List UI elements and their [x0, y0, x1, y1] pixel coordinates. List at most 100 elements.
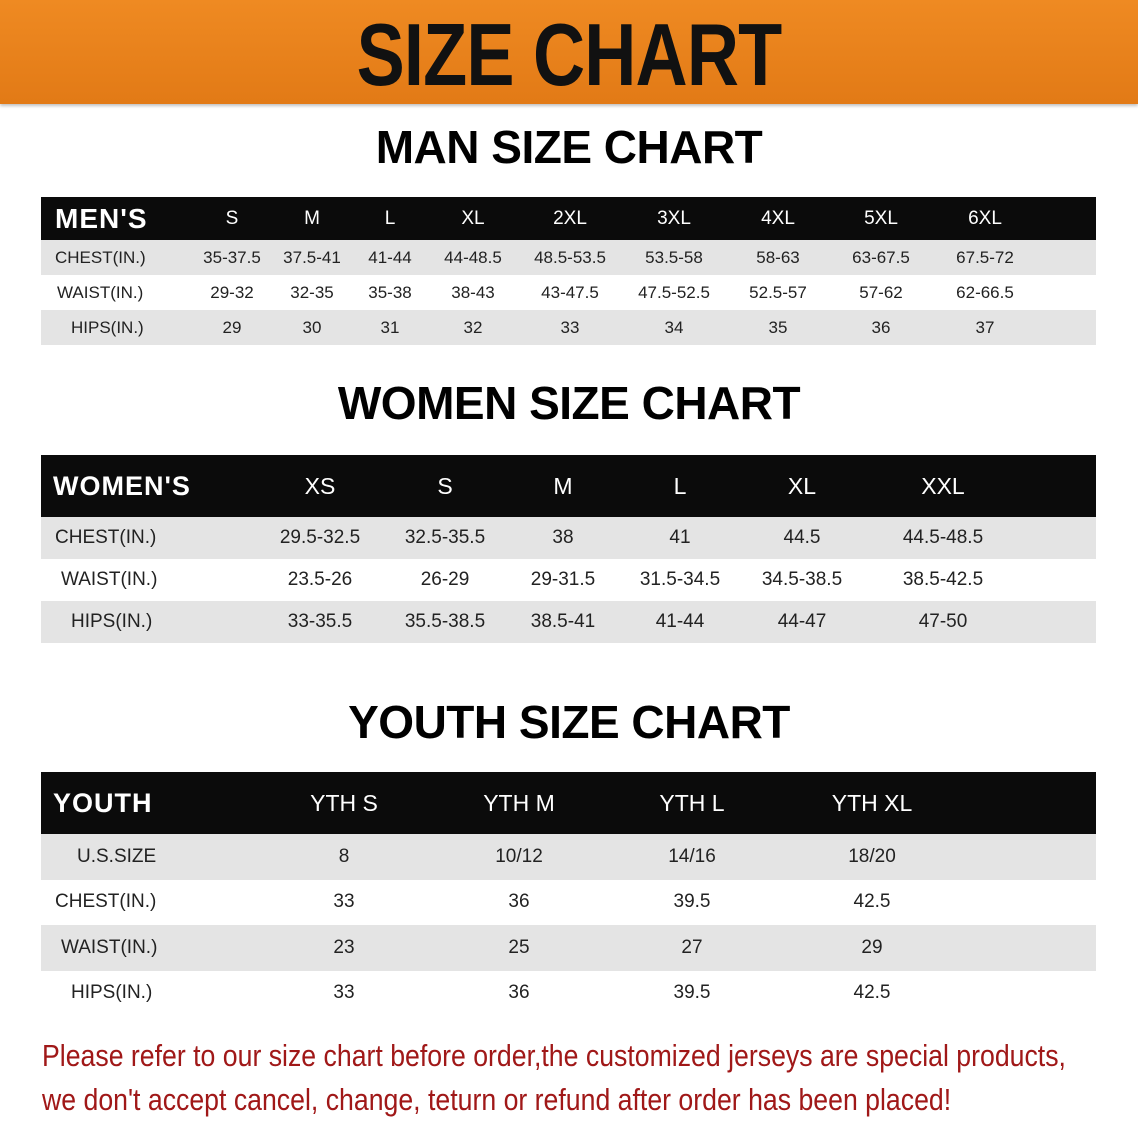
women-size-header: S: [437, 472, 453, 499]
women-header-label: WOMEN'S: [53, 470, 191, 501]
table-cell: 36: [871, 317, 891, 337]
row-label: CHEST(IN.): [55, 527, 157, 548]
table-cell: 37: [975, 317, 995, 337]
men-size-header: 2XL: [553, 207, 587, 229]
table-cell: 67.5-72: [956, 247, 1014, 267]
table-cell: 44.5-48.5: [902, 527, 984, 548]
row-label: U.S.SIZE: [77, 845, 157, 867]
table-cell: 33: [333, 982, 355, 1004]
table-cell: 44-48.5: [444, 247, 502, 267]
table-cell: 37.5-41: [283, 247, 341, 267]
table-cell: 32-35: [290, 282, 334, 302]
table-cell: 14/16: [668, 845, 716, 867]
row-label: CHEST(IN.): [55, 247, 146, 267]
youth-table-row: CHEST(IN.) 33 36 39.5 42.5: [41, 880, 1096, 926]
youth-size-header: YTH M: [483, 789, 555, 816]
banner: SIZE CHART: [0, 0, 1138, 104]
table-cell: 29.5-32.5: [279, 527, 361, 548]
table-cell: 35-37.5: [203, 247, 261, 267]
table-cell: 41: [669, 527, 691, 548]
table-cell: 38.5-42.5: [902, 569, 984, 590]
women-table-row: WAIST(IN.) 23.5-26 26-29 29-31.5 31.5-34.5 34…: [41, 559, 1096, 601]
row-label: WAIST(IN.): [57, 282, 144, 302]
youth-table-row: HIPS(IN.) 33 36 39.5 42.5: [41, 971, 1096, 1017]
notice-line-1: Please refer to our size chart before or…: [42, 1038, 1066, 1073]
table-cell: 38.5-41: [530, 611, 596, 632]
youth-table-row: U.S.SIZE 8 10/12 14/16 18/20: [41, 834, 1096, 880]
table-cell: 52.5-57: [749, 282, 807, 302]
table-cell: 34: [664, 317, 684, 337]
table-cell: 23: [333, 936, 355, 958]
table-cell: 29: [222, 317, 242, 337]
table-cell: 38: [552, 527, 574, 548]
women-header-row: WOMEN'S XS S M L XL XXL: [41, 455, 1096, 517]
row-label: CHEST(IN.): [55, 891, 157, 913]
banner-title: SIZE CHART: [356, 5, 783, 104]
table-cell: 47-50: [918, 611, 968, 632]
row-label: WAIST(IN.): [61, 936, 158, 958]
table-cell: 31.5-34.5: [639, 569, 721, 590]
table-cell: 25: [508, 936, 530, 958]
table-cell: 18/20: [848, 845, 896, 867]
table-cell: 41-44: [655, 611, 705, 632]
table-cell: 42.5: [853, 982, 891, 1004]
table-cell: 26-29: [420, 569, 470, 590]
table-cell: 29: [861, 936, 883, 958]
youth-header-row: YOUTH YTH S YTH M YTH L YTH XL: [41, 772, 1096, 834]
table-cell: 43-47.5: [541, 282, 599, 302]
table-cell: 35.5-38.5: [404, 611, 486, 632]
table-cell: 39.5: [673, 982, 711, 1004]
women-size-header: XXL: [921, 472, 965, 499]
table-cell: 36: [508, 891, 530, 913]
table-cell: 27: [681, 936, 703, 958]
women-table-row: CHEST(IN.) 29.5-32.5 32.5-35.5 38 41 44.5 44.5…: [41, 517, 1096, 559]
men-size-header: 4XL: [761, 207, 795, 229]
table-cell: 62-66.5: [956, 282, 1014, 302]
table-cell: 53.5-58: [645, 247, 703, 267]
men-size-header: M: [304, 207, 320, 229]
men-table-row: CHEST(IN.) 35-37.5 37.5-41 41-44 44-48.5 48.5…: [41, 240, 1096, 275]
table-cell: 63-67.5: [852, 247, 910, 267]
table-cell: 23.5-26: [287, 569, 353, 590]
youth-section-title: YOUTH SIZE CHART: [348, 696, 790, 748]
men-table-row: HIPS(IN.) 29 30 31 32 33 34 35 36 37: [41, 310, 1096, 345]
youth-size-header: YTH XL: [831, 789, 913, 816]
table-cell: 39.5: [673, 891, 711, 913]
women-size-header: XS: [304, 472, 336, 499]
youth-size-header: YTH L: [659, 789, 725, 816]
table-cell: 32: [463, 317, 483, 337]
men-size-header: 5XL: [864, 207, 898, 229]
table-cell: 44.5: [783, 527, 821, 548]
table-cell: 31: [380, 317, 400, 337]
table-cell: 57-62: [859, 282, 903, 302]
women-size-header: M: [553, 472, 573, 499]
men-header-label: MEN'S: [55, 202, 148, 234]
row-label: HIPS(IN.): [71, 611, 153, 632]
table-cell: 58-63: [756, 247, 800, 267]
table-cell: 33-35.5: [287, 611, 353, 632]
men-size-header: XL: [461, 207, 485, 229]
men-size-header: S: [225, 207, 239, 229]
men-table-row: WAIST(IN.) 29-32 32-35 35-38 38-43 43-47.5 47.…: [41, 275, 1096, 310]
youth-header-label: YOUTH: [53, 787, 153, 818]
table-cell: 29-32: [210, 282, 254, 302]
table-cell: 34.5-38.5: [761, 569, 843, 590]
table-cell: 38-43: [451, 282, 495, 302]
men-size-header: 3XL: [657, 207, 691, 229]
table-cell: 29-31.5: [530, 569, 596, 590]
notice-line-2: we don't accept cancel, change, teturn o…: [42, 1082, 952, 1117]
men-size-header: L: [384, 207, 396, 229]
youth-size-header: YTH S: [310, 789, 378, 816]
table-cell: 33: [560, 317, 580, 337]
women-size-header: XL: [787, 472, 817, 499]
table-cell: 30: [302, 317, 322, 337]
table-cell: 35-38: [368, 282, 412, 302]
table-cell: 33: [333, 891, 355, 913]
table-cell: 41-44: [368, 247, 412, 267]
row-label: WAIST(IN.): [61, 569, 158, 590]
table-cell: 32.5-35.5: [404, 527, 486, 548]
men-header-row: MEN'S S M L XL 2XL 3XL 4XL 5XL 6XL: [41, 197, 1096, 240]
table-cell: 44-47: [777, 611, 827, 632]
women-section-title: WOMEN SIZE CHART: [337, 377, 801, 429]
men-size-header: 6XL: [968, 207, 1002, 229]
